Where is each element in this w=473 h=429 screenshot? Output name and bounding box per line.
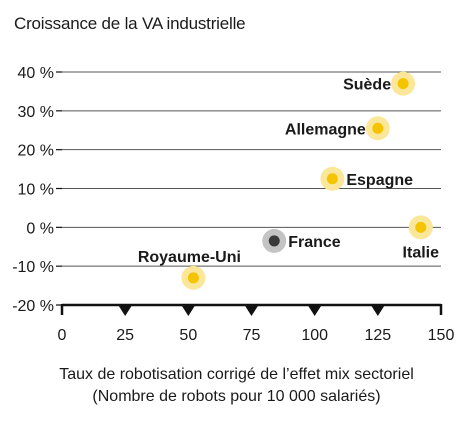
point-royaume-uni	[187, 272, 199, 284]
point-label-france: France	[288, 234, 341, 251]
x-tick	[307, 305, 322, 316]
y-tick-label: 20 %	[18, 143, 54, 160]
x-tick-label: 150	[428, 327, 455, 344]
point-label-italie: Italie	[403, 244, 440, 261]
x-tick-label: 100	[301, 327, 328, 344]
x-tick	[181, 305, 196, 316]
x-tick-label: 25	[116, 327, 134, 344]
point-label-royaume-uni: Royaume-Uni	[138, 249, 241, 266]
x-tick-label: 0	[58, 327, 67, 344]
x-tick	[118, 305, 133, 316]
chart-title: Croissance de la VA industrielle	[14, 14, 246, 33]
point-label-espagne: Espagne	[346, 172, 413, 189]
x-axis-label: Taux de robotisation corrigé de l’effet …	[0, 364, 473, 408]
x-tick	[370, 305, 385, 316]
x-axis-label-line1: Taux de robotisation corrigé de l’effet …	[59, 366, 414, 383]
x-tick	[244, 305, 259, 316]
point-italie	[415, 221, 427, 233]
point-label-su-de: Suède	[343, 77, 391, 94]
y-tick-label: 10 %	[18, 182, 54, 199]
y-tick-label: 40 %	[18, 65, 54, 82]
point-espagne	[326, 173, 338, 185]
point-su-de	[397, 78, 409, 90]
x-tick-label: 125	[364, 327, 391, 344]
x-tick-label: 50	[179, 327, 197, 344]
point-france	[268, 235, 280, 247]
y-tick-label: -10 %	[12, 259, 54, 276]
point-label-allemagne: Allemagne	[285, 121, 366, 138]
x-tick-label: 75	[243, 327, 261, 344]
point-allemagne	[372, 122, 384, 134]
y-tick-label: -20 %	[12, 298, 54, 315]
y-tick-label: 30 %	[18, 104, 54, 121]
x-axis-label-line2: (Nombre de robots pour 10 000 salariés)	[92, 388, 381, 405]
y-tick-label: 0 %	[26, 220, 54, 237]
